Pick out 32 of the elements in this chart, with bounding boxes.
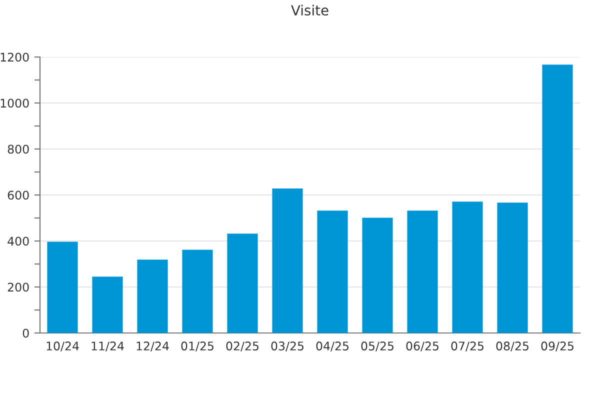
- bar: [227, 234, 258, 333]
- x-tick-label: 08/25: [496, 342, 528, 352]
- bar: [272, 188, 303, 333]
- y-tick-label: 400: [8, 236, 29, 246]
- x-tick-label: 06/25: [406, 342, 438, 352]
- bar: [137, 260, 168, 333]
- y-tick-label: 1000: [0, 98, 29, 108]
- x-tick-label: 04/25: [316, 342, 348, 352]
- bar: [47, 242, 78, 333]
- bar: [362, 218, 393, 333]
- x-tick-label: 10/24: [46, 342, 79, 352]
- y-tick-label: 1200: [0, 52, 29, 62]
- bar: [452, 202, 483, 333]
- x-tick-label: 01/25: [181, 342, 214, 352]
- bar: [542, 64, 573, 333]
- x-tick-label: 03/25: [271, 342, 304, 352]
- bar: [407, 210, 438, 333]
- bar: [497, 202, 528, 333]
- y-tick-label: 200: [8, 282, 29, 292]
- x-tick-label: 07/25: [451, 342, 484, 352]
- y-tick-label: 0: [22, 328, 29, 338]
- bar: [317, 210, 348, 333]
- bar: [92, 276, 123, 333]
- x-tick-label: 09/25: [541, 342, 574, 352]
- y-tick-label: 600: [8, 190, 29, 200]
- x-tick-label: 05/25: [361, 342, 394, 352]
- bar: [182, 250, 213, 333]
- chart-title: Visite: [291, 4, 328, 16]
- y-tick-label: 800: [8, 144, 29, 154]
- x-tick-label: 12/24: [136, 342, 169, 352]
- x-tick-label: 11/24: [92, 342, 124, 352]
- x-tick-label: 02/25: [226, 342, 258, 352]
